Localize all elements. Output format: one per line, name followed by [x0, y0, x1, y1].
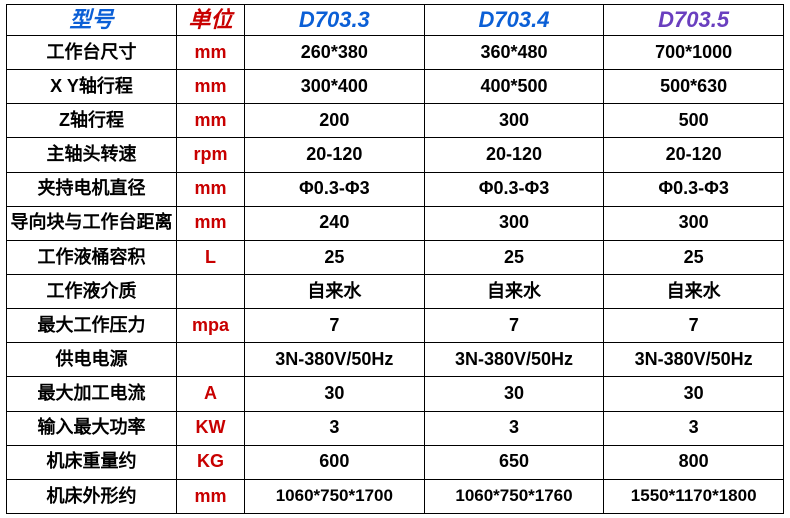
table-row: 工作台尺寸mm260*380360*480700*1000: [7, 36, 784, 70]
row-value: 25: [245, 240, 425, 274]
header-col-1: D703.3: [245, 5, 425, 36]
table-row: 夹持电机直径mmΦ0.3-Φ3Φ0.3-Φ3Φ0.3-Φ3: [7, 172, 784, 206]
row-value: 300: [604, 206, 784, 240]
row-value: Φ0.3-Φ3: [424, 172, 604, 206]
row-unit: mm: [177, 479, 245, 513]
table-row: 机床外形约mm1060*750*17001060*750*17601550*11…: [7, 479, 784, 513]
row-value: 30: [604, 377, 784, 411]
row-label: X Y轴行程: [7, 70, 177, 104]
row-unit: L: [177, 240, 245, 274]
table-row: 最大加工电流A303030: [7, 377, 784, 411]
row-value: 3: [604, 411, 784, 445]
header-row: 型号 单位 D703.3 D703.4 D703.5: [7, 5, 784, 36]
row-value: Φ0.3-Φ3: [604, 172, 784, 206]
row-unit: A: [177, 377, 245, 411]
row-unit: rpm: [177, 138, 245, 172]
table-row: 最大工作压力mpa777: [7, 309, 784, 343]
row-value: 25: [424, 240, 604, 274]
row-value: 200: [245, 104, 425, 138]
row-value: 300: [424, 206, 604, 240]
header-model: 型号: [7, 5, 177, 36]
table-row: 工作液介质自来水自来水自来水: [7, 274, 784, 308]
row-value: 800: [604, 445, 784, 479]
row-unit: [177, 274, 245, 308]
row-value: 7: [604, 309, 784, 343]
row-value: 360*480: [424, 36, 604, 70]
row-value: 650: [424, 445, 604, 479]
row-value: 3N-380V/50Hz: [424, 343, 604, 377]
table-row: Z轴行程mm200300500: [7, 104, 784, 138]
row-value: 1060*750*1760: [424, 479, 604, 513]
row-value: 600: [245, 445, 425, 479]
row-unit: mpa: [177, 309, 245, 343]
row-unit: mm: [177, 172, 245, 206]
row-value: 30: [424, 377, 604, 411]
header-col-2: D703.4: [424, 5, 604, 36]
row-unit: [177, 343, 245, 377]
row-value: 300: [424, 104, 604, 138]
row-label: 主轴头转速: [7, 138, 177, 172]
row-value: 500: [604, 104, 784, 138]
row-value: 20-120: [245, 138, 425, 172]
table-row: 工作液桶容积L252525: [7, 240, 784, 274]
table-row: 机床重量约KG600650800: [7, 445, 784, 479]
row-value: 20-120: [424, 138, 604, 172]
row-value: 25: [604, 240, 784, 274]
table-row: X Y轴行程mm300*400400*500500*630: [7, 70, 784, 104]
row-value: 自来水: [424, 274, 604, 308]
row-unit: mm: [177, 206, 245, 240]
row-label: 机床外形约: [7, 479, 177, 513]
table-row: 供电电源3N-380V/50Hz3N-380V/50Hz3N-380V/50Hz: [7, 343, 784, 377]
row-value: 自来水: [245, 274, 425, 308]
row-label: 工作液介质: [7, 274, 177, 308]
table-row: 输入最大功率KW333: [7, 411, 784, 445]
spec-table-body: 工作台尺寸mm260*380360*480700*1000X Y轴行程mm300…: [7, 36, 784, 514]
table-row: 主轴头转速rpm20-12020-12020-120: [7, 138, 784, 172]
row-value: 260*380: [245, 36, 425, 70]
row-value: 7: [424, 309, 604, 343]
row-value: 30: [245, 377, 425, 411]
row-value: 3: [424, 411, 604, 445]
row-label: 输入最大功率: [7, 411, 177, 445]
row-value: 300*400: [245, 70, 425, 104]
row-unit: KG: [177, 445, 245, 479]
row-value: 7: [245, 309, 425, 343]
spec-table-container: 型号 单位 D703.3 D703.4 D703.5 工作台尺寸mm260*38…: [0, 0, 790, 518]
row-value: 240: [245, 206, 425, 240]
row-value: 3N-380V/50Hz: [604, 343, 784, 377]
row-label: 工作液桶容积: [7, 240, 177, 274]
row-value: 500*630: [604, 70, 784, 104]
header-col-3: D703.5: [604, 5, 784, 36]
row-unit: mm: [177, 70, 245, 104]
row-value: 1060*750*1700: [245, 479, 425, 513]
row-value: 3N-380V/50Hz: [245, 343, 425, 377]
row-label: 夹持电机直径: [7, 172, 177, 206]
row-value: 自来水: [604, 274, 784, 308]
row-unit: KW: [177, 411, 245, 445]
row-value: 400*500: [424, 70, 604, 104]
header-unit: 单位: [177, 5, 245, 36]
row-value: 700*1000: [604, 36, 784, 70]
table-row: 导向块与工作台距离mm240300300: [7, 206, 784, 240]
row-value: Φ0.3-Φ3: [245, 172, 425, 206]
row-label: 最大加工电流: [7, 377, 177, 411]
row-value: 1550*1170*1800: [604, 479, 784, 513]
row-value: 20-120: [604, 138, 784, 172]
spec-table: 型号 单位 D703.3 D703.4 D703.5 工作台尺寸mm260*38…: [6, 4, 784, 514]
row-unit: mm: [177, 104, 245, 138]
row-label: 最大工作压力: [7, 309, 177, 343]
row-label: 工作台尺寸: [7, 36, 177, 70]
row-label: 机床重量约: [7, 445, 177, 479]
row-label: Z轴行程: [7, 104, 177, 138]
row-value: 3: [245, 411, 425, 445]
row-unit: mm: [177, 36, 245, 70]
row-label: 供电电源: [7, 343, 177, 377]
row-label: 导向块与工作台距离: [7, 206, 177, 240]
